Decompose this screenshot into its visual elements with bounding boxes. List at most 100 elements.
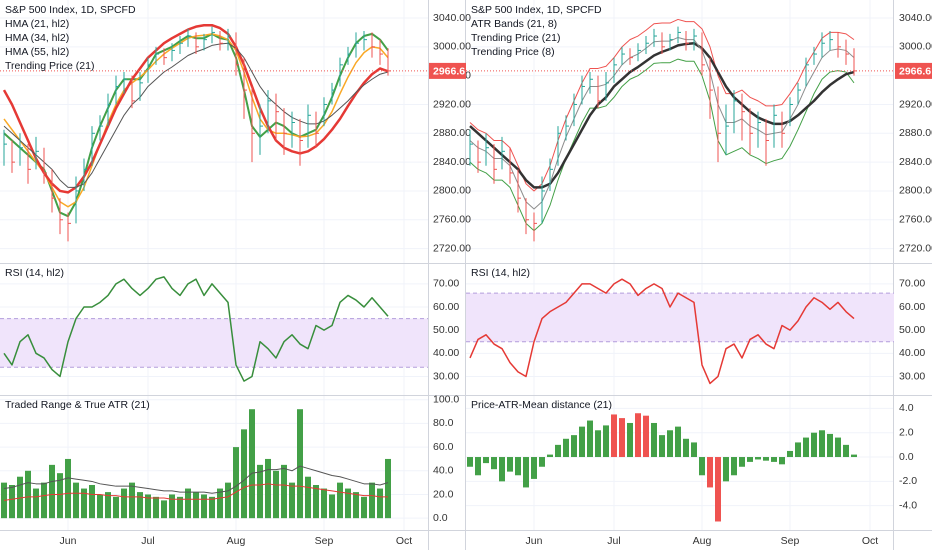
bar	[475, 457, 481, 476]
y-tick-label: 2800.00	[433, 185, 471, 197]
bar	[595, 430, 601, 458]
bar	[361, 496, 367, 519]
legend-title: Price-ATR-Mean distance (21)	[471, 399, 612, 411]
bar	[843, 444, 849, 458]
bar	[233, 447, 239, 519]
rsi-line	[469, 278, 855, 385]
bar	[377, 488, 383, 519]
bar	[25, 470, 31, 519]
bar	[249, 409, 255, 519]
y-tick-label: 40.0	[433, 465, 454, 477]
bar	[161, 500, 167, 519]
bar	[257, 464, 263, 519]
bar	[547, 454, 553, 458]
bar	[73, 482, 79, 519]
y-tick-label: 2880.00	[433, 127, 471, 139]
y-tick-label: 2840.00	[899, 156, 932, 168]
bar	[345, 488, 351, 519]
bar	[81, 488, 87, 519]
x-tick-label: Jun	[60, 535, 77, 547]
bar	[281, 464, 287, 519]
bar	[699, 457, 705, 476]
bar	[819, 430, 825, 458]
y-tick-label: 3040.00	[899, 12, 932, 24]
x-tick-label: Jul	[607, 535, 620, 547]
indicator-line	[2, 23, 389, 194]
y-tick-label: 3000.00	[433, 41, 471, 53]
bar	[385, 458, 391, 519]
x-tick-label: Jul	[141, 535, 154, 547]
bar	[723, 457, 729, 482]
y-tick-label: 2720.00	[899, 242, 932, 254]
indicator-line	[3, 465, 389, 494]
bar	[297, 409, 303, 519]
y-tick-label: 0.0	[899, 451, 914, 463]
x-tick-label: Oct	[396, 535, 412, 547]
bar	[739, 457, 745, 467]
bar	[515, 457, 521, 476]
last-price-box	[895, 62, 932, 79]
bar	[209, 496, 215, 519]
bar	[113, 496, 119, 519]
bar	[241, 429, 247, 519]
y-tick-label: 2920.00	[433, 98, 471, 110]
legend-entry: HMA (55, hl2)	[5, 46, 69, 58]
x-tick-label: Oct	[862, 535, 878, 547]
bar	[185, 488, 191, 519]
bar	[683, 438, 689, 458]
bar	[835, 437, 841, 458]
bar	[129, 482, 135, 519]
x-tick-label: Aug	[227, 535, 246, 547]
bar	[643, 415, 649, 458]
y-tick-label: 20.0	[433, 488, 454, 500]
bar	[9, 485, 15, 519]
last-price-box	[429, 62, 466, 79]
legend-title: RSI (14, hl2)	[471, 267, 530, 279]
bar	[827, 433, 833, 458]
y-tick-label: 100.0	[433, 394, 459, 406]
x-tick-label: Sep	[315, 535, 334, 547]
bar	[507, 457, 513, 472]
y-tick-label: 2.0	[899, 426, 914, 438]
bar	[787, 450, 793, 458]
rsi-band	[466, 293, 894, 342]
y-tick-label: 80.0	[433, 417, 454, 429]
bar	[603, 425, 609, 458]
y-tick-label: 40.00	[899, 347, 925, 359]
bar	[49, 464, 55, 519]
y-tick-label: 4.0	[899, 402, 914, 414]
bar	[65, 458, 71, 519]
bar	[329, 494, 335, 519]
bar	[89, 485, 95, 519]
bar	[539, 457, 545, 467]
legend-entry: ATR Bands (21, 8)	[471, 18, 557, 30]
bar	[851, 454, 857, 458]
y-tick-label: 2920.00	[899, 98, 932, 110]
legend-entry: HMA (21, hl2)	[5, 18, 69, 30]
legend-title: RSI (14, hl2)	[5, 267, 64, 279]
bar	[153, 496, 159, 519]
y-tick-label: 70.00	[433, 278, 459, 290]
x-tick-label: Sep	[781, 535, 800, 547]
bar	[803, 437, 809, 458]
bar	[731, 457, 737, 476]
bar	[137, 492, 143, 519]
x-tick-label: Jun	[526, 535, 543, 547]
rsi-line	[3, 276, 389, 382]
bar	[225, 482, 231, 519]
legend-entry: HMA (34, hl2)	[5, 32, 69, 44]
y-tick-label: 30.00	[433, 370, 459, 382]
bar	[771, 457, 777, 462]
y-tick-label: 60.00	[899, 301, 925, 313]
bar	[715, 457, 721, 522]
bar	[17, 476, 23, 519]
bar	[289, 482, 295, 519]
bar	[121, 488, 127, 519]
bar	[747, 457, 753, 462]
bar	[145, 494, 151, 519]
bar	[33, 488, 39, 519]
bar	[321, 488, 327, 519]
bar	[523, 457, 529, 488]
legend-entry: Trending Price (21)	[471, 32, 560, 44]
bar	[571, 435, 577, 458]
